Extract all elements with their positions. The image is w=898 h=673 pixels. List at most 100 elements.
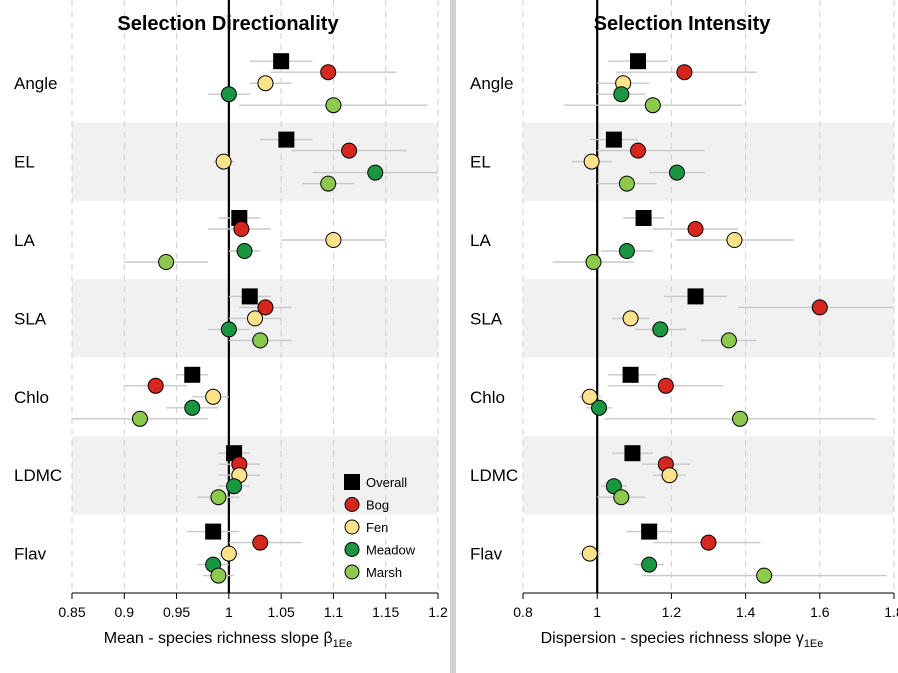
point-marsh-sla (252, 332, 269, 349)
point-marsh-ldmc (613, 489, 630, 506)
point-fen-el (583, 153, 600, 170)
point-fen-la (726, 232, 743, 248)
chart-title: Selection Directionality (117, 13, 339, 35)
legend-marker-bog (344, 497, 360, 512)
x-tick-label: 1.8 (884, 604, 898, 620)
point-marsh-flav (210, 567, 227, 584)
point-fen-flav (581, 545, 598, 562)
point-meadow-la (618, 243, 635, 259)
chart-panel-1: 0.85 0.9 0.95 1 1.05 1.1 1.15 1.2 Selection Dire… (14, 0, 448, 650)
panel-divider (450, 0, 456, 673)
point-marsh-la (158, 254, 175, 270)
point-meadow-angle (220, 86, 237, 103)
legend-marker-meadow (344, 542, 360, 557)
legend-label-meadow: Meadow (366, 543, 416, 558)
point-meadow-ldmc (226, 478, 243, 495)
legend-label-fen: Fen (366, 520, 388, 535)
point-marsh-ldmc (210, 489, 227, 506)
point-overall-angle (273, 53, 290, 70)
point-marsh-el (320, 175, 337, 192)
x-tick-label: 1.05 (268, 604, 295, 620)
point-overall-el (278, 131, 295, 148)
point-fen-sla (247, 310, 263, 327)
point-fen-flav (220, 545, 237, 562)
x-axis-label: Mean - species richness slope β1Ee (104, 630, 352, 650)
point-meadow-sla (220, 321, 237, 338)
x-tick-label: 1.2 (662, 604, 682, 620)
point-marsh-chlo (732, 410, 749, 427)
row-band (523, 436, 894, 515)
point-bog-chlo (657, 377, 674, 394)
x-tick-label: 1.1 (324, 604, 344, 620)
point-meadow-flav (641, 556, 658, 573)
x-tick-label: 0.85 (58, 604, 85, 620)
point-bog-la (687, 221, 704, 237)
point-bog-la (233, 221, 250, 237)
point-marsh-sla (720, 332, 737, 349)
point-meadow-el (367, 164, 384, 181)
point-overall-sla (241, 288, 258, 305)
x-tick-label: 0.95 (163, 604, 190, 620)
chart-panel-2: 0.8 1 1.2 1.4 1.6 1.8 Selection Intensity Dispe… (470, 0, 898, 650)
point-overall-sla (687, 288, 704, 305)
category-label-chlo: Chlo (14, 388, 49, 407)
legend-label-bog: Bog (366, 498, 389, 513)
point-marsh-chlo (131, 410, 148, 427)
point-meadow-la (236, 243, 253, 259)
point-marsh-angle (644, 97, 661, 114)
x-tick-label: 0.9 (115, 604, 135, 620)
point-fen-sla (622, 310, 639, 327)
category-label-el: EL (470, 153, 491, 172)
point-bog-angle (320, 64, 337, 81)
point-meadow-chlo (591, 399, 608, 416)
x-tick-label: 1.4 (736, 604, 756, 620)
x-axis-label: Dispersion - species richness slope γ1Ee (541, 630, 824, 650)
category-label-el: EL (14, 153, 35, 172)
point-overall-chlo (622, 366, 639, 383)
legend-label-overall: Overall (366, 475, 407, 490)
point-bog-el (630, 142, 647, 159)
point-bog-flav (700, 534, 717, 551)
point-marsh-angle (325, 97, 342, 114)
point-fen-el (215, 153, 232, 170)
chart-title: Selection Intensity (594, 13, 772, 35)
point-meadow-angle (613, 86, 630, 103)
x-tick-label: 1.6 (810, 604, 830, 620)
point-meadow-el (668, 164, 685, 181)
category-label-chlo: Chlo (470, 388, 505, 407)
point-bog-el (341, 142, 358, 159)
point-fen-la (325, 232, 342, 248)
point-bog-sla (811, 299, 828, 316)
point-overall-el (605, 131, 622, 148)
legend-marker-overall (344, 474, 360, 490)
point-marsh-la (585, 254, 602, 270)
category-label-flav: Flav (14, 545, 47, 564)
point-overall-flav (205, 523, 222, 540)
row-band (523, 279, 894, 358)
category-label-sla: SLA (14, 309, 47, 328)
x-tick-label: 0.8 (513, 604, 533, 620)
point-overall-flav (641, 523, 658, 540)
point-bog-flav (252, 534, 269, 551)
category-label-angle: Angle (470, 74, 513, 93)
point-overall-chlo (184, 366, 201, 383)
row-band (72, 122, 438, 201)
point-fen-ldmc (661, 467, 678, 484)
legend-marker-marsh (344, 564, 360, 580)
legend-marker-fen (344, 519, 360, 535)
point-overall-angle (630, 53, 647, 70)
point-meadow-chlo (184, 399, 201, 416)
point-fen-angle (257, 75, 274, 92)
point-fen-chlo (205, 388, 222, 405)
legend: Overall Bog Fen Meadow Marsh (344, 474, 416, 580)
legend-label-marsh: Marsh (366, 565, 402, 580)
category-label-angle: Angle (14, 74, 57, 93)
point-overall-la (635, 210, 652, 226)
point-marsh-el (618, 175, 635, 192)
category-label-la: LA (14, 231, 35, 250)
category-label-sla: SLA (470, 309, 503, 328)
point-overall-ldmc (624, 445, 641, 462)
x-tick-label: 1 (593, 604, 601, 620)
x-tick-label: 1.2 (428, 604, 448, 620)
